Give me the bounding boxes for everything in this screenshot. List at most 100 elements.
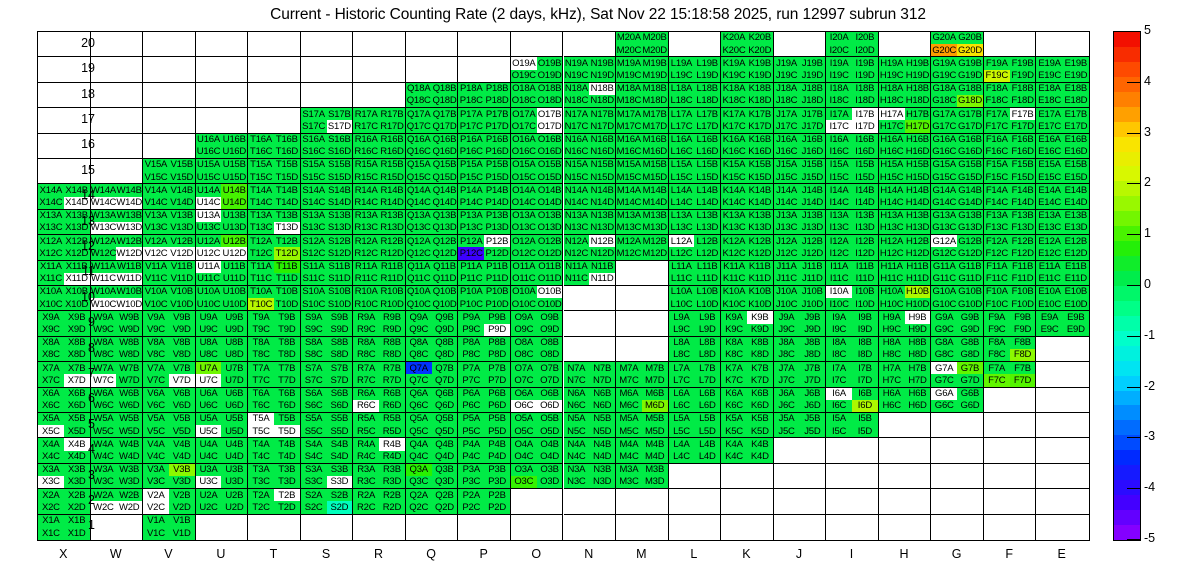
channel-H6A[interactable]: H6A: [878, 387, 905, 400]
channel-P14D[interactable]: P14D: [484, 196, 510, 209]
channel-K19C[interactable]: K19C: [721, 69, 747, 82]
heatmap-cell-U4[interactable]: U4A U4B U4C U4D: [195, 438, 249, 464]
channel-V4D[interactable]: V4D: [168, 450, 195, 463]
channel-S8B[interactable]: S8B: [326, 336, 353, 349]
channel-F16C[interactable]: F16C: [983, 145, 1010, 158]
channel-I9C[interactable]: I9C: [826, 323, 853, 336]
heatmap-cell-H10[interactable]: H10A H10B H10C H10D: [878, 286, 932, 312]
channel-T10C[interactable]: T10C: [248, 298, 274, 311]
channel-N11C[interactable]: N11C: [563, 272, 590, 285]
heatmap-cell-V2[interactable]: V2A V2B V2C V2D: [143, 489, 196, 515]
heatmap-cell-S16[interactable]: S16A S16B S16C S16D: [300, 133, 354, 159]
channel-M6B[interactable]: M6B: [641, 387, 668, 400]
heatmap-cell-H15[interactable]: H15A H15B H15C H15D: [878, 159, 932, 185]
channel-I9A[interactable]: I9A: [826, 311, 853, 324]
channel-N3A[interactable]: N3A: [563, 463, 590, 476]
channel-U14B[interactable]: U14B: [221, 184, 248, 197]
heatmap-cell-U1[interactable]: [196, 514, 249, 540]
channel-F16B[interactable]: F16B: [1009, 133, 1036, 146]
channel-X3B[interactable]: X3B: [63, 463, 90, 476]
channel-U9D[interactable]: U9D: [221, 323, 248, 336]
channel-N5D[interactable]: N5D: [589, 425, 616, 438]
channel-L12C[interactable]: L12C: [668, 247, 695, 260]
heatmap-cell-N1[interactable]: [564, 514, 617, 540]
heatmap-cell-J17[interactable]: J17A J17B J17C J17D: [773, 108, 827, 134]
heatmap-cell-R19[interactable]: [353, 57, 406, 83]
channel-M19D[interactable]: M19D: [641, 69, 668, 82]
channel-P17D[interactable]: P17D: [484, 120, 510, 133]
heatmap-cell-V7[interactable]: V7A V7B V7C V7D: [143, 362, 196, 388]
channel-L17A[interactable]: L17A: [668, 108, 695, 121]
channel-U7A[interactable]: U7A: [195, 362, 222, 375]
channel-W8B[interactable]: W8B: [116, 336, 143, 349]
heatmap-cell-L14[interactable]: L14A L14B L14C L14D: [668, 184, 722, 210]
heatmap-cell-W19[interactable]: [90, 57, 144, 83]
channel-R11D[interactable]: R11D: [379, 272, 405, 285]
heatmap-cell-E16[interactable]: E16A E16B E16C E16D: [1036, 133, 1089, 159]
channel-F7B[interactable]: F7B: [1009, 362, 1036, 375]
heatmap-cell-H18[interactable]: H18A H18B H18C H18D: [878, 82, 932, 109]
channel-P18B[interactable]: P18B: [484, 82, 510, 95]
heatmap-cell-T10[interactable]: T10A T10B T10C T10D: [248, 286, 301, 312]
heatmap-cell-K20[interactable]: K20A K20B K20C K20D: [721, 32, 774, 58]
channel-E15B[interactable]: E15B: [1062, 159, 1089, 172]
channel-G12A[interactable]: G12A: [931, 235, 958, 248]
channel-Q6B[interactable]: Q6B: [431, 387, 458, 400]
channel-W9B[interactable]: W9B: [116, 311, 143, 324]
heatmap-cell-V18[interactable]: [143, 82, 196, 109]
channel-M14A[interactable]: M14A: [616, 184, 642, 197]
channel-H19D[interactable]: H19D: [904, 69, 931, 82]
channel-Q5B[interactable]: Q5B: [431, 413, 458, 426]
channel-J14B[interactable]: J14B: [799, 184, 826, 197]
channel-R5C[interactable]: R5C: [353, 425, 380, 438]
heatmap-cell-R4[interactable]: R4A R4B R4C R4D: [353, 438, 406, 464]
channel-T9A[interactable]: T9A: [248, 311, 274, 324]
channel-P3D[interactable]: P3D: [484, 475, 510, 489]
channel-L10B[interactable]: L10B: [694, 286, 721, 299]
heatmap-cell-F19[interactable]: F19A F19B F19C F19D: [983, 57, 1037, 83]
heatmap-cell-U9[interactable]: U9A U9B U9C U9D: [195, 311, 249, 337]
heatmap-cell-U15[interactable]: U15A U15B U15C U15D: [195, 159, 249, 185]
channel-X4C[interactable]: X4C: [38, 450, 64, 463]
channel-R10B[interactable]: R10B: [379, 286, 405, 299]
channel-S16C[interactable]: S16C: [300, 145, 327, 158]
channel-O9A[interactable]: O9A: [510, 311, 537, 324]
channel-X3D[interactable]: X3D: [63, 475, 90, 489]
detector-heatmap-grid[interactable]: X14A X14B X14C X14D X13A X13B X13C X13D X12A X12B…: [37, 31, 1090, 541]
channel-I9D[interactable]: I9D: [852, 323, 878, 336]
channel-V8B[interactable]: V8B: [168, 336, 195, 349]
heatmap-cell-U3[interactable]: U3A U3B U3C U3D: [195, 463, 249, 490]
channel-Q14C[interactable]: Q14C: [405, 196, 432, 209]
channel-G12C[interactable]: G12C: [931, 247, 958, 260]
channel-V12A[interactable]: V12A: [143, 235, 169, 248]
heatmap-cell-S12[interactable]: S12A S12B S12C S12D: [300, 235, 354, 261]
channel-M17B[interactable]: M17B: [641, 108, 668, 121]
channel-Q13D[interactable]: Q13D: [431, 221, 458, 235]
channel-V14B[interactable]: V14B: [168, 184, 195, 197]
heatmap-cell-V13[interactable]: V13A V13B V13C V13D: [143, 209, 196, 236]
channel-N16B[interactable]: N16B: [589, 133, 616, 146]
channel-Q11A[interactable]: Q11A: [405, 260, 432, 273]
heatmap-cell-Q1[interactable]: [406, 514, 459, 540]
channel-Q16A[interactable]: Q16A: [405, 133, 432, 146]
channel-X5C[interactable]: X5C: [38, 425, 64, 438]
channel-O4C[interactable]: O4C: [510, 450, 537, 463]
heatmap-cell-R12[interactable]: R12A R12B R12C R12D: [353, 235, 406, 261]
heatmap-cell-Q18[interactable]: Q18A Q18B Q18C Q18D: [405, 82, 459, 109]
channel-M13D[interactable]: M13D: [641, 221, 668, 235]
channel-V8A[interactable]: V8A: [143, 336, 169, 349]
channel-U4D[interactable]: U4D: [221, 450, 248, 463]
channel-X11A[interactable]: X11A: [38, 260, 64, 273]
channel-L13C[interactable]: L13C: [668, 221, 695, 235]
channel-I9B[interactable]: I9B: [852, 311, 878, 324]
heatmap-cell-U17[interactable]: [195, 108, 249, 134]
channel-O5D[interactable]: O5D: [536, 425, 563, 438]
heatmap-cell-P12[interactable]: P12A P12B P12C P12D: [458, 235, 511, 261]
channel-S9A[interactable]: S9A: [300, 311, 327, 324]
channel-H18B[interactable]: H18B: [904, 82, 931, 95]
channel-O17A[interactable]: O17A: [510, 108, 537, 121]
channel-S16A[interactable]: S16A: [300, 133, 327, 146]
channel-X9D[interactable]: X9D: [63, 323, 90, 336]
channel-X9B[interactable]: X9B: [63, 311, 90, 324]
channel-O19D[interactable]: O19D: [536, 69, 563, 82]
